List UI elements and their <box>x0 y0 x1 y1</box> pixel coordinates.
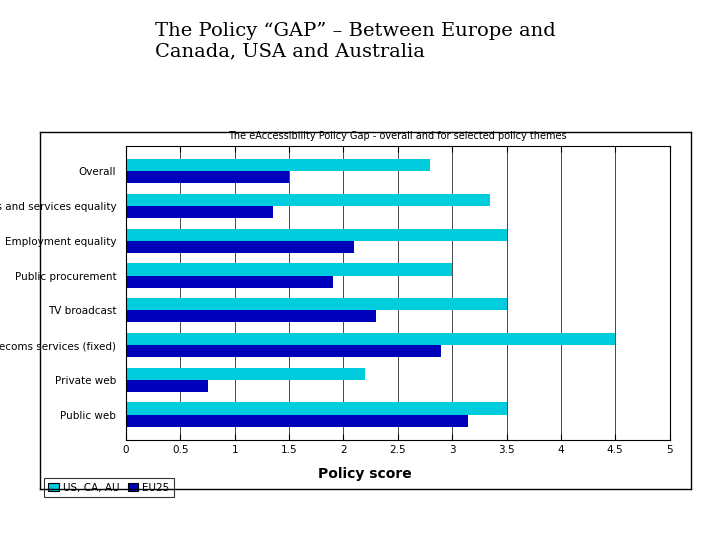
Title: The eAccessibility Policy Gap - overall and for selected policy themes: The eAccessibility Policy Gap - overall … <box>228 131 567 141</box>
Bar <box>126 264 452 275</box>
Text: Policy score: Policy score <box>318 467 412 481</box>
Bar <box>126 194 490 206</box>
Bar <box>126 333 615 345</box>
Bar <box>126 415 469 427</box>
Bar <box>126 402 506 415</box>
Bar <box>126 368 365 380</box>
Bar <box>126 171 289 184</box>
Bar <box>126 345 441 357</box>
Bar <box>126 206 273 218</box>
Legend: US, CA, AU, EU25: US, CA, AU, EU25 <box>44 478 174 497</box>
Bar <box>126 159 431 171</box>
Bar <box>126 380 207 392</box>
Bar <box>126 310 376 322</box>
Text: The Policy “GAP” – Between Europe and
Canada, USA and Australia: The Policy “GAP” – Between Europe and Ca… <box>155 22 556 60</box>
Bar <box>126 228 506 241</box>
Bar <box>126 298 506 310</box>
Bar <box>126 241 354 253</box>
Bar <box>126 275 333 288</box>
